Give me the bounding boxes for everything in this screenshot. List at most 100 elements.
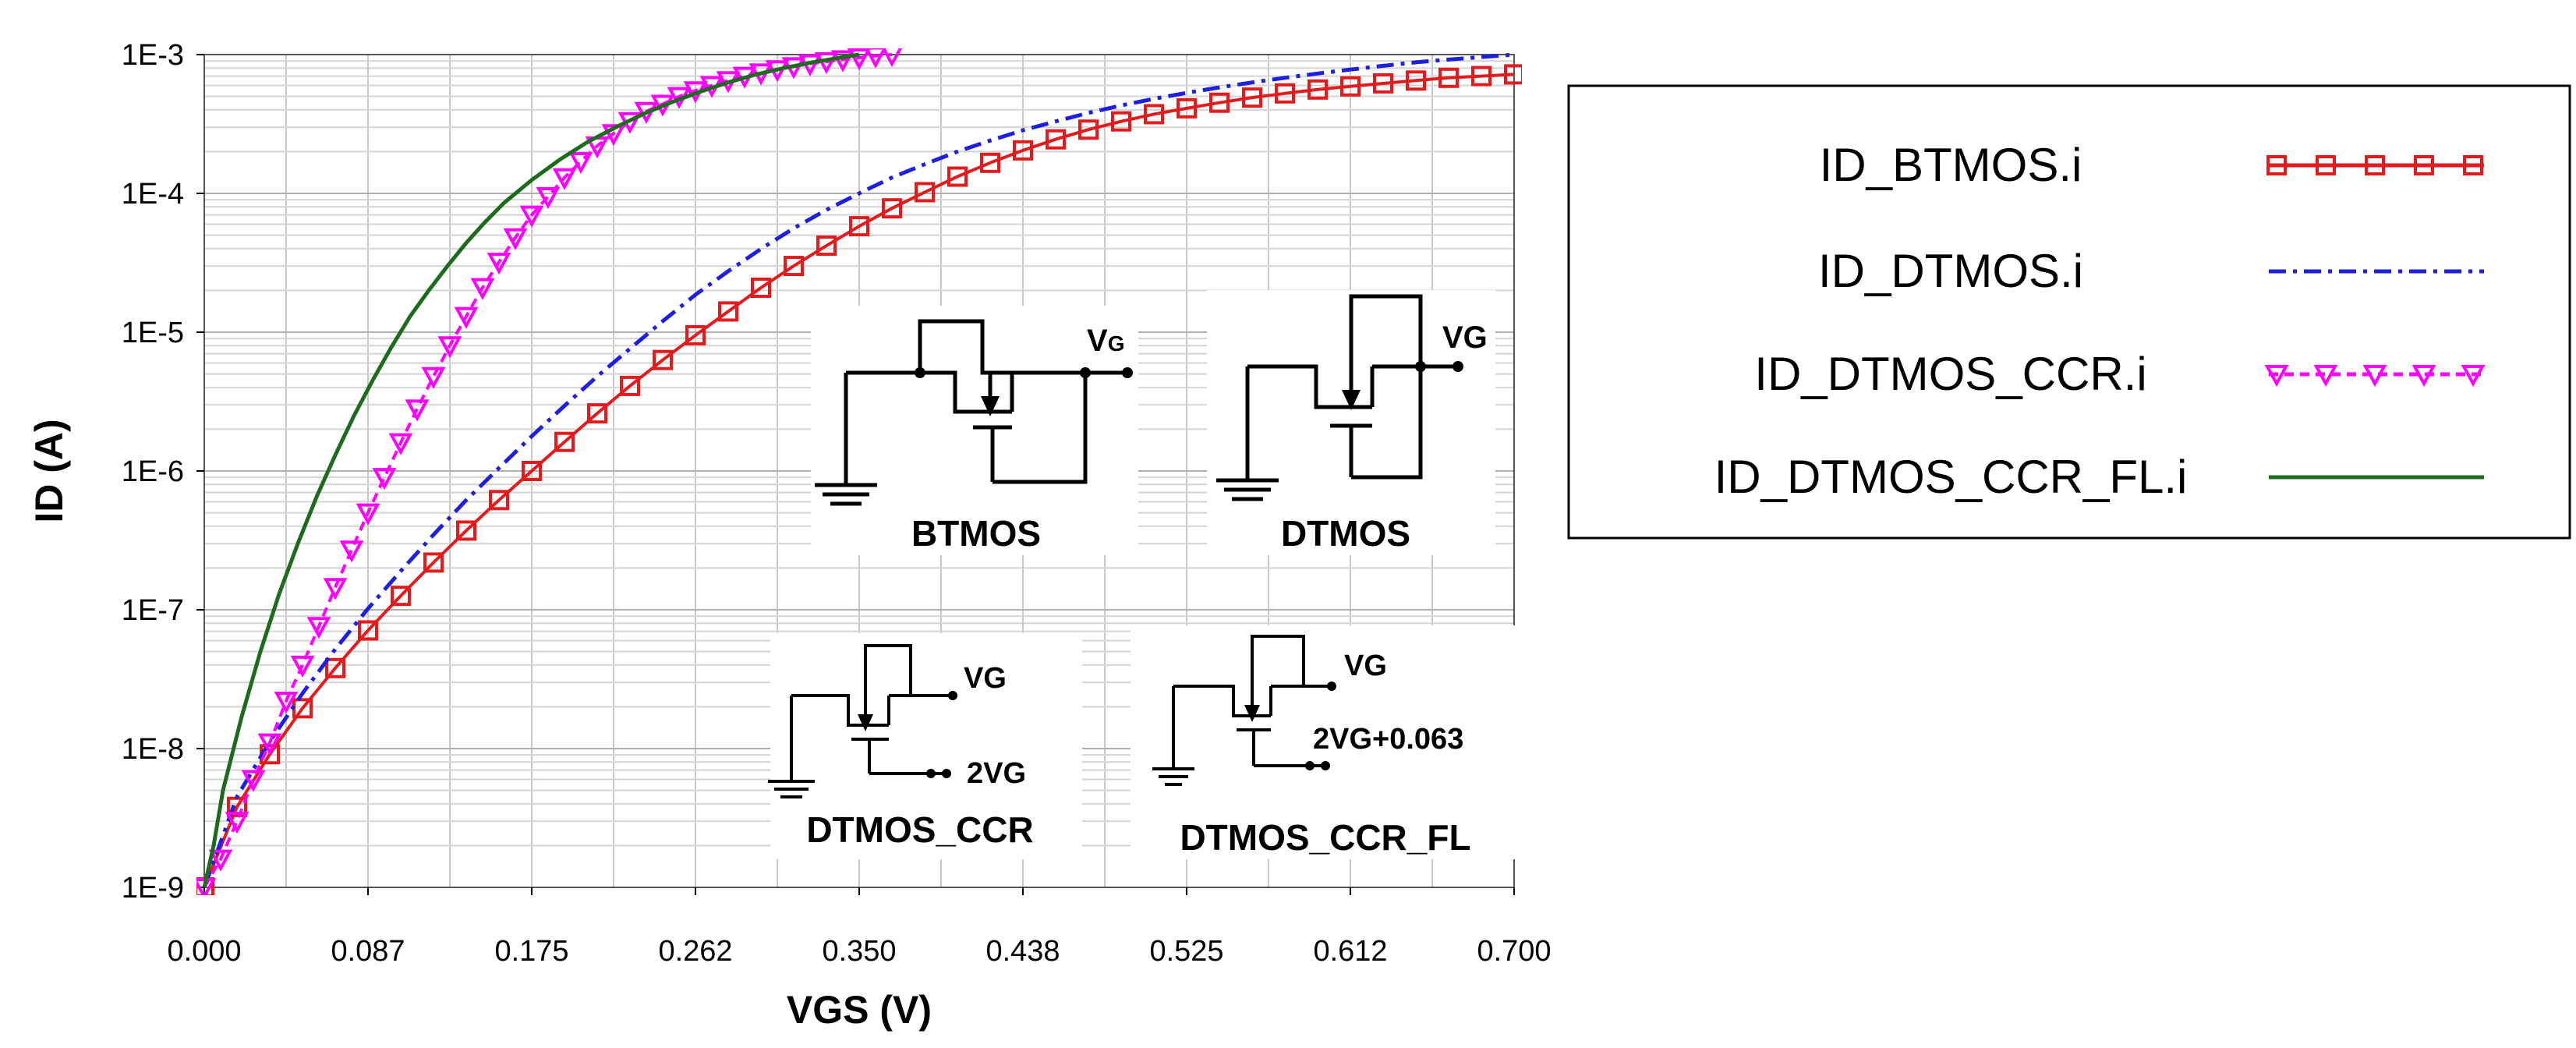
marker-id-btmos-i [587,403,607,424]
btmos-vg-label: VG [1087,324,1124,358]
marker-id-btmos-i [1144,104,1164,125]
marker-id-btmos-i [423,552,444,573]
marker-legend-id-btmos-i [2266,155,2287,175]
legend-box [1567,84,2571,540]
marker-legend-id-dtmos-ccr-i [2264,365,2289,388]
marker-id-dtmos-ccr-i [225,812,249,834]
legend: ID_BTMOS.i ID_DTMOS.i ID_DTMOS_CCR.i ID_DTM… [1714,139,2486,503]
marker-id-btmos-i [1373,73,1393,94]
marker-id-btmos-i [718,301,738,322]
marker-id-dtmos-ccr-i [241,770,266,792]
legend-label-id-dtmos-ccr-i: ID_DTMOS_CCR.i [1754,348,2146,400]
marker-id-dtmos-ccr-i [830,50,855,73]
marker-id-btmos-i [1242,87,1262,108]
x-tick-label: 0.087 [331,935,405,968]
marker-legend-id-btmos-i [2365,155,2385,175]
marker-id-dtmos-ccr-i [847,48,872,71]
marker-id-dtmos-ccr-i [487,253,511,275]
marker-id-btmos-i [784,256,804,277]
marker-id-btmos-i [685,324,706,345]
x-tick-label: 0.000 [167,935,241,968]
marker-id-btmos-i [849,216,869,237]
y-tick-label: 1E-3 [122,39,184,72]
marker-id-dtmos-ccr-i [552,168,577,190]
marker-id-dtmos-ccr-i [323,578,348,600]
marker-legend-id-dtmos-ccr-i [2411,365,2436,388]
dtmos-schematic [1207,290,1495,555]
marker-id-dtmos-ccr-i [503,228,528,250]
dtmos-ccr-fl-bias-label: 2VG+0.063 [1313,723,1463,756]
btmos-schematic [811,306,1138,555]
marker-id-btmos-i [1078,119,1099,140]
marker-id-btmos-i [1013,140,1033,161]
x-axis-title: VGS (V) [787,988,932,1032]
marker-id-btmos-i [1438,67,1459,88]
marker-id-dtmos-ccr-i [405,399,430,422]
y-axis-title: ID (A) [27,419,71,522]
marker-id-btmos-i [1307,79,1328,100]
marker-id-dtmos-ccr-i [536,186,561,210]
marker-id-dtmos-ccr-i [274,692,299,714]
marker-id-btmos-i [1111,111,1131,132]
y-tick-label: 1E-8 [122,733,184,766]
marker-id-btmos-i [522,461,542,481]
x-tick-label: 0.525 [1149,935,1223,968]
marker-id-btmos-i [915,182,935,203]
marker-id-dtmos-ccr-i [601,124,626,147]
x-tick-label: 0.262 [658,935,732,968]
dtmos-ccr-fl-vg-label: VG [1344,650,1387,682]
marker-id-dtmos-ccr-i [454,306,479,329]
marker-id-btmos-i [1046,129,1066,150]
x-tick-label: 0.612 [1313,935,1387,968]
btmos-caption: BTMOS [911,513,1041,554]
marker-id-btmos-i [325,657,345,678]
series-group [196,48,1522,895]
y-tick-label: 1E-5 [122,317,184,349]
marker-id-btmos-i [1406,70,1426,91]
marker-id-btmos-i [554,431,575,452]
dtmos-ccr-fl-caption: DTMOS_CCR_FL [1180,817,1470,858]
x-tick-label: 0.175 [494,935,568,968]
marker-id-btmos-i [816,235,837,257]
marker-id-btmos-i [456,520,476,541]
marker-id-dtmos-ccr-i [421,366,446,389]
marker-id-btmos-i [489,490,509,511]
marker-legend-id-btmos-i [2414,155,2434,175]
marker-legend-id-dtmos-ccr-i [2362,365,2387,388]
marker-legend-id-dtmos-ccr-i [2461,365,2486,388]
marker-id-btmos-i [358,620,378,641]
marker-id-dtmos-ccr-i [339,540,364,563]
marker-legend-id-btmos-i [2463,155,2483,175]
marker-id-btmos-i [1275,83,1295,104]
marker-id-btmos-i [980,152,1000,173]
y-tick-label: 1E-7 [122,594,184,627]
marker-id-btmos-i [882,198,902,219]
marker-id-btmos-i [1340,76,1361,97]
marker-id-btmos-i [1504,64,1522,85]
marker-id-btmos-i [391,586,411,607]
dtmos-ccr-caption: DTMOS_CCR [806,809,1033,850]
dtmos-ccr-fl-schematic [1131,625,1520,859]
marker-id-dtmos-ccr-i [568,151,593,175]
marker-id-dtmos-ccr-i [881,48,903,68]
marker-id-dtmos-ccr-i [519,205,544,228]
marker-id-btmos-i [1471,66,1491,87]
marker-id-dtmos-ccr-i [864,48,887,69]
marker-id-btmos-i [751,278,771,299]
series-line-id-dtmos-ccr-i [203,53,893,889]
marker-id-dtmos-ccr-i [470,278,495,300]
series-line-id-btmos-i [203,73,1515,888]
marker-id-dtmos-ccr-i [388,433,413,455]
legend-label-id-dtmos-ccr-fl-i: ID_DTMOS_CCR_FL.i [1714,451,2188,503]
dtmos-ccr-bias-label: 2VG [967,757,1026,790]
dtmos-ccr-vg-label: VG [964,662,1007,695]
y-tick-label: 1E-9 [122,872,184,905]
x-tick-label: 0.350 [822,935,896,968]
marker-id-dtmos-ccr-i [356,503,380,526]
dtmos-vg-label: VG [1442,320,1488,355]
marker-legend-id-dtmos-ccr-i [2313,365,2338,388]
x-tick-label: 0.438 [985,935,1060,968]
marker-id-dtmos-ccr-i [257,733,282,756]
y-tick-label: 1E-6 [122,455,184,488]
